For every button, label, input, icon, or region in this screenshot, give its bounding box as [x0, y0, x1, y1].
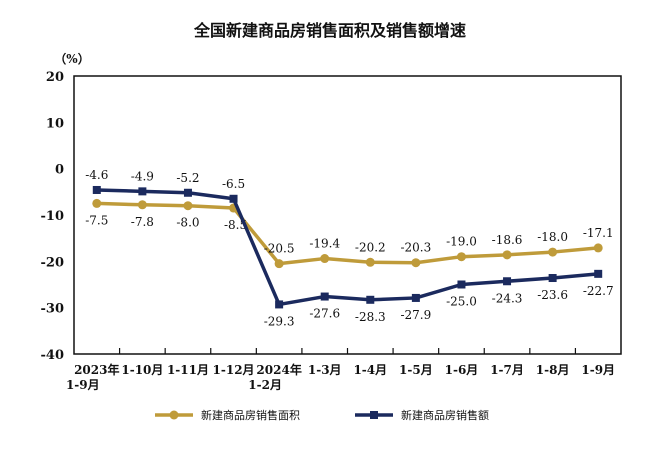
- x-tick-label: 1-3月: [308, 363, 342, 377]
- y-tick-label: 10: [46, 116, 64, 131]
- data-label: -25.0: [446, 295, 477, 309]
- data-point: [548, 274, 557, 283]
- data-point: [183, 188, 192, 197]
- data-label: -6.5: [222, 177, 245, 191]
- legend-marker: [370, 411, 378, 419]
- data-label: -19.0: [446, 235, 477, 249]
- y-tick-label: 20: [46, 70, 64, 85]
- x-tick-label: 1-9月: [66, 378, 100, 392]
- data-label: -27.9: [400, 308, 431, 322]
- x-tick-label: 1-9月: [581, 363, 615, 377]
- data-point: [366, 295, 375, 304]
- data-label: -4.6: [85, 168, 108, 182]
- data-point: [138, 187, 147, 196]
- x-tick-label: 1-6月: [445, 363, 479, 377]
- x-tick-label: 1-12月: [213, 363, 255, 377]
- chart-title: 全国新建商品房销售面积及销售额增速: [193, 21, 466, 40]
- y-tick-label: -30: [41, 302, 65, 317]
- data-point: [320, 254, 330, 264]
- data-point: [92, 185, 101, 194]
- data-label: -18.6: [492, 233, 523, 247]
- legend-label: 新建商品房销售额: [401, 408, 489, 422]
- data-label: -22.7: [583, 284, 614, 298]
- y-unit-label: （%）: [54, 51, 89, 66]
- data-point: [457, 280, 466, 289]
- data-point: [548, 247, 558, 257]
- data-point: [502, 250, 512, 260]
- data-label: -23.6: [537, 288, 568, 302]
- data-point: [503, 277, 512, 286]
- data-point: [183, 201, 193, 211]
- data-label: -20.5: [264, 242, 295, 256]
- data-label: -28.3: [355, 310, 386, 324]
- x-tick-label: 1-10月: [121, 363, 163, 377]
- series-line: [96, 188, 599, 307]
- data-point: [593, 243, 603, 253]
- data-point: [365, 257, 375, 267]
- data-point: [92, 198, 102, 208]
- data-label: -7.8: [131, 215, 154, 229]
- data-point: [275, 300, 284, 309]
- data-label: -29.3: [264, 314, 295, 328]
- legend-label: 新建商品房销售面积: [201, 408, 300, 422]
- data-label: -18.0: [537, 230, 568, 244]
- x-tick-label: 1-5月: [399, 363, 433, 377]
- series-line: [96, 201, 599, 266]
- x-tick-label: 2024年: [256, 362, 301, 377]
- data-label: -27.6: [309, 307, 340, 321]
- data-point: [274, 259, 284, 269]
- data-point: [411, 258, 421, 268]
- data-point: [229, 194, 238, 203]
- data-label: -20.2: [355, 240, 386, 254]
- x-tick-label: 1-8月: [536, 363, 570, 377]
- data-label: -5.2: [176, 171, 199, 185]
- y-tick-label: -20: [41, 255, 65, 270]
- data-point: [320, 292, 329, 301]
- data-point: [137, 200, 147, 210]
- x-tick-label: 1-11月: [167, 363, 209, 377]
- data-label: -20.3: [400, 241, 431, 255]
- data-label: -4.9: [131, 169, 154, 183]
- data-label: -17.1: [583, 226, 614, 240]
- data-label: -7.5: [85, 213, 108, 227]
- data-label: -24.3: [492, 291, 523, 305]
- x-tick-label: 2023年: [74, 362, 119, 377]
- plot-frame: [73, 75, 622, 355]
- data-point: [456, 252, 466, 262]
- data-label: -8.0: [176, 216, 199, 230]
- legend-marker: [169, 410, 179, 420]
- x-tick-label: 1-2月: [248, 378, 282, 392]
- y-tick-label: -10: [41, 209, 65, 224]
- data-point: [594, 269, 603, 278]
- data-point: [411, 293, 420, 302]
- y-tick-label: 0: [55, 163, 64, 178]
- data-label: -8.5: [224, 218, 247, 232]
- y-tick-label: -40: [41, 348, 65, 363]
- x-tick-label: 1-7月: [490, 363, 524, 377]
- x-tick-label: 1-4月: [353, 363, 387, 377]
- data-label: -19.4: [309, 237, 340, 251]
